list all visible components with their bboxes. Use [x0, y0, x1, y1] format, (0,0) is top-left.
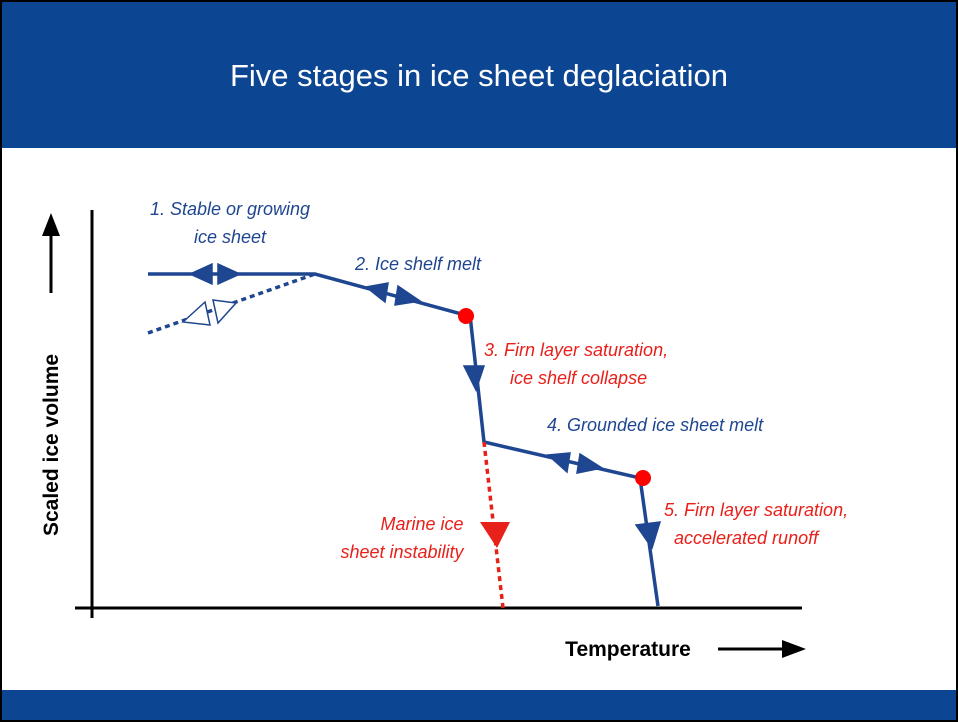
x-label-arrow — [718, 640, 806, 658]
stage-label: accelerated runoff — [674, 528, 820, 548]
stage-label: 1. Stable or growing — [150, 199, 310, 219]
y-label-arrow — [42, 213, 60, 293]
stage-label: 2. Ice shelf melt — [354, 254, 482, 274]
stage-label: 4. Grounded ice sheet melt — [547, 415, 764, 435]
y-axis-label: Scaled ice volume — [40, 354, 63, 536]
title: Five stages in ice sheet deglaciation — [230, 58, 728, 93]
arrows — [181, 262, 662, 550]
axes — [75, 210, 802, 618]
stage-label: 5. Firn layer saturation, — [664, 500, 848, 520]
header-band — [0, 0, 958, 148]
footer-band — [0, 690, 958, 722]
marine-arrow — [480, 522, 510, 548]
stage-label: ice shelf collapse — [510, 368, 647, 388]
marine-label: Marine ice — [380, 514, 463, 534]
stage-label: 3. Firn layer saturation, — [484, 340, 668, 360]
marine-label: sheet instability — [340, 542, 464, 562]
threshold-dot — [635, 470, 651, 486]
stage-label: ice sheet — [194, 227, 267, 247]
x-axis-label: Temperature — [565, 638, 691, 661]
threshold-dot — [458, 308, 474, 324]
